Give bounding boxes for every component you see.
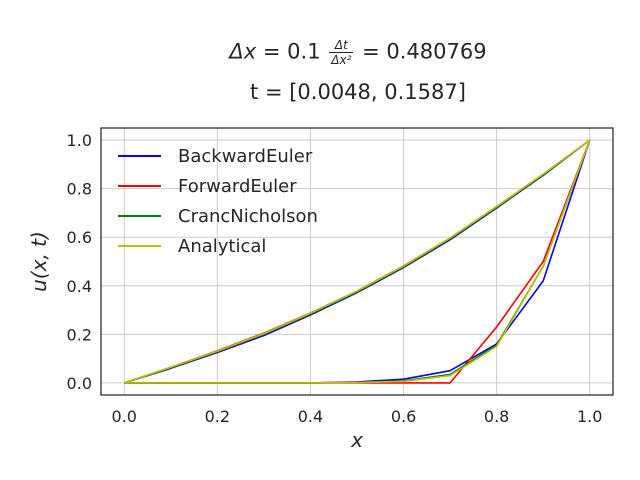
x-tick-label: 0.0 <box>112 407 137 426</box>
y-axis-label: u(x, t) <box>27 231 51 292</box>
x-tick-label: 0.6 <box>391 407 416 426</box>
series-lines <box>124 139 591 384</box>
y-tick-label: 0.2 <box>67 325 92 344</box>
x-tick-labels: 0.0 0.2 0.4 0.6 0.8 1.0 <box>112 407 603 426</box>
x-tick-label: 0.2 <box>205 407 230 426</box>
x-tick-label: 0.8 <box>484 407 509 426</box>
x-tick-label: 0.4 <box>298 407 323 426</box>
title-dx-value: = 0.1 <box>262 39 321 64</box>
y-tick-label: 0.6 <box>67 228 92 247</box>
legend-label-forwardeuler: ForwardEuler <box>178 176 297 197</box>
chart-title-line-1: Δx = 0.1 Δt Δx² = 0.480769 <box>38 38 640 67</box>
legend-label-analytical: Analytical <box>178 236 266 257</box>
series-line-analytical-t2 <box>124 139 591 384</box>
x-tick-label: 1.0 <box>577 407 602 426</box>
title-fraction-numerator: Δt <box>329 38 354 53</box>
legend-label-crancnicholson: CrancNicholson <box>178 206 318 227</box>
y-tick-label: 0.0 <box>67 374 92 393</box>
series-line-analytical-t1 <box>124 139 591 384</box>
legend: BackwardEuler ForwardEuler CrancNicholson A… <box>118 146 318 257</box>
x-axis-label: x <box>350 428 363 452</box>
y-tick-label: 0.8 <box>67 180 92 199</box>
grid-lines <box>101 128 613 395</box>
title-ratio-value: = 0.480769 <box>362 39 487 64</box>
title-dt-dx2-fraction: Δt Δx² <box>329 38 354 67</box>
y-tick-labels: 0.0 0.2 0.4 0.6 0.8 1.0 <box>67 131 92 393</box>
title-dx-label: Δx <box>229 39 257 64</box>
y-tick-label: 0.4 <box>67 277 92 296</box>
title-fraction-denominator: Δx² <box>331 53 352 67</box>
y-tick-label: 1.0 <box>67 131 92 150</box>
axes-frame <box>100 127 614 396</box>
chart-title-line-2: t = [0.0048, 0.1587] <box>250 80 466 104</box>
legend-label-backwardeuler: BackwardEuler <box>178 146 313 167</box>
